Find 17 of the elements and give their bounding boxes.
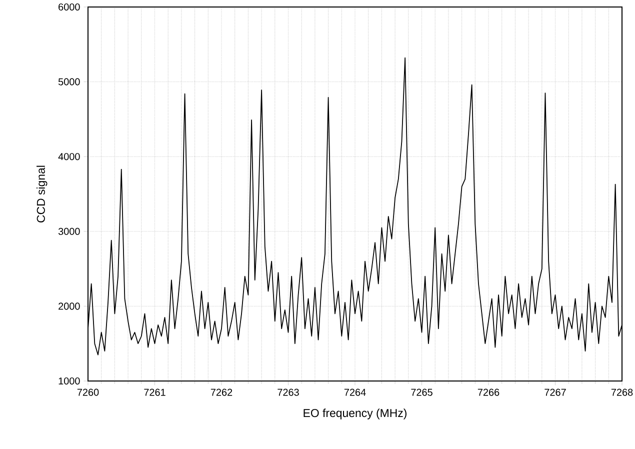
- x-tick-label: 7268: [611, 388, 633, 396]
- x-tick-label: 7266: [478, 388, 500, 396]
- x-tick-label: 7260: [77, 388, 99, 396]
- y-tick-label: 5000: [58, 78, 80, 86]
- x-tick-label: 7267: [544, 388, 566, 396]
- y-tick-label: 3000: [58, 228, 80, 235]
- y-tick-label: 2000: [58, 302, 80, 310]
- x-tick-label: 7265: [411, 388, 432, 396]
- y-tick-label: 4000: [58, 153, 80, 160]
- y-tick-label: 6000: [58, 3, 80, 11]
- x-axis-title: EO frequency (MHz): [304, 408, 406, 420]
- x-tick-label: 7263: [278, 388, 299, 396]
- y-axis-title: CCD signal: [36, 166, 48, 222]
- x-tick-label: 7262: [210, 388, 232, 396]
- x-tick-label: 7261: [144, 388, 166, 396]
- x-tick-label: 7264: [344, 388, 366, 396]
- y-tick-label: 1000: [58, 377, 80, 385]
